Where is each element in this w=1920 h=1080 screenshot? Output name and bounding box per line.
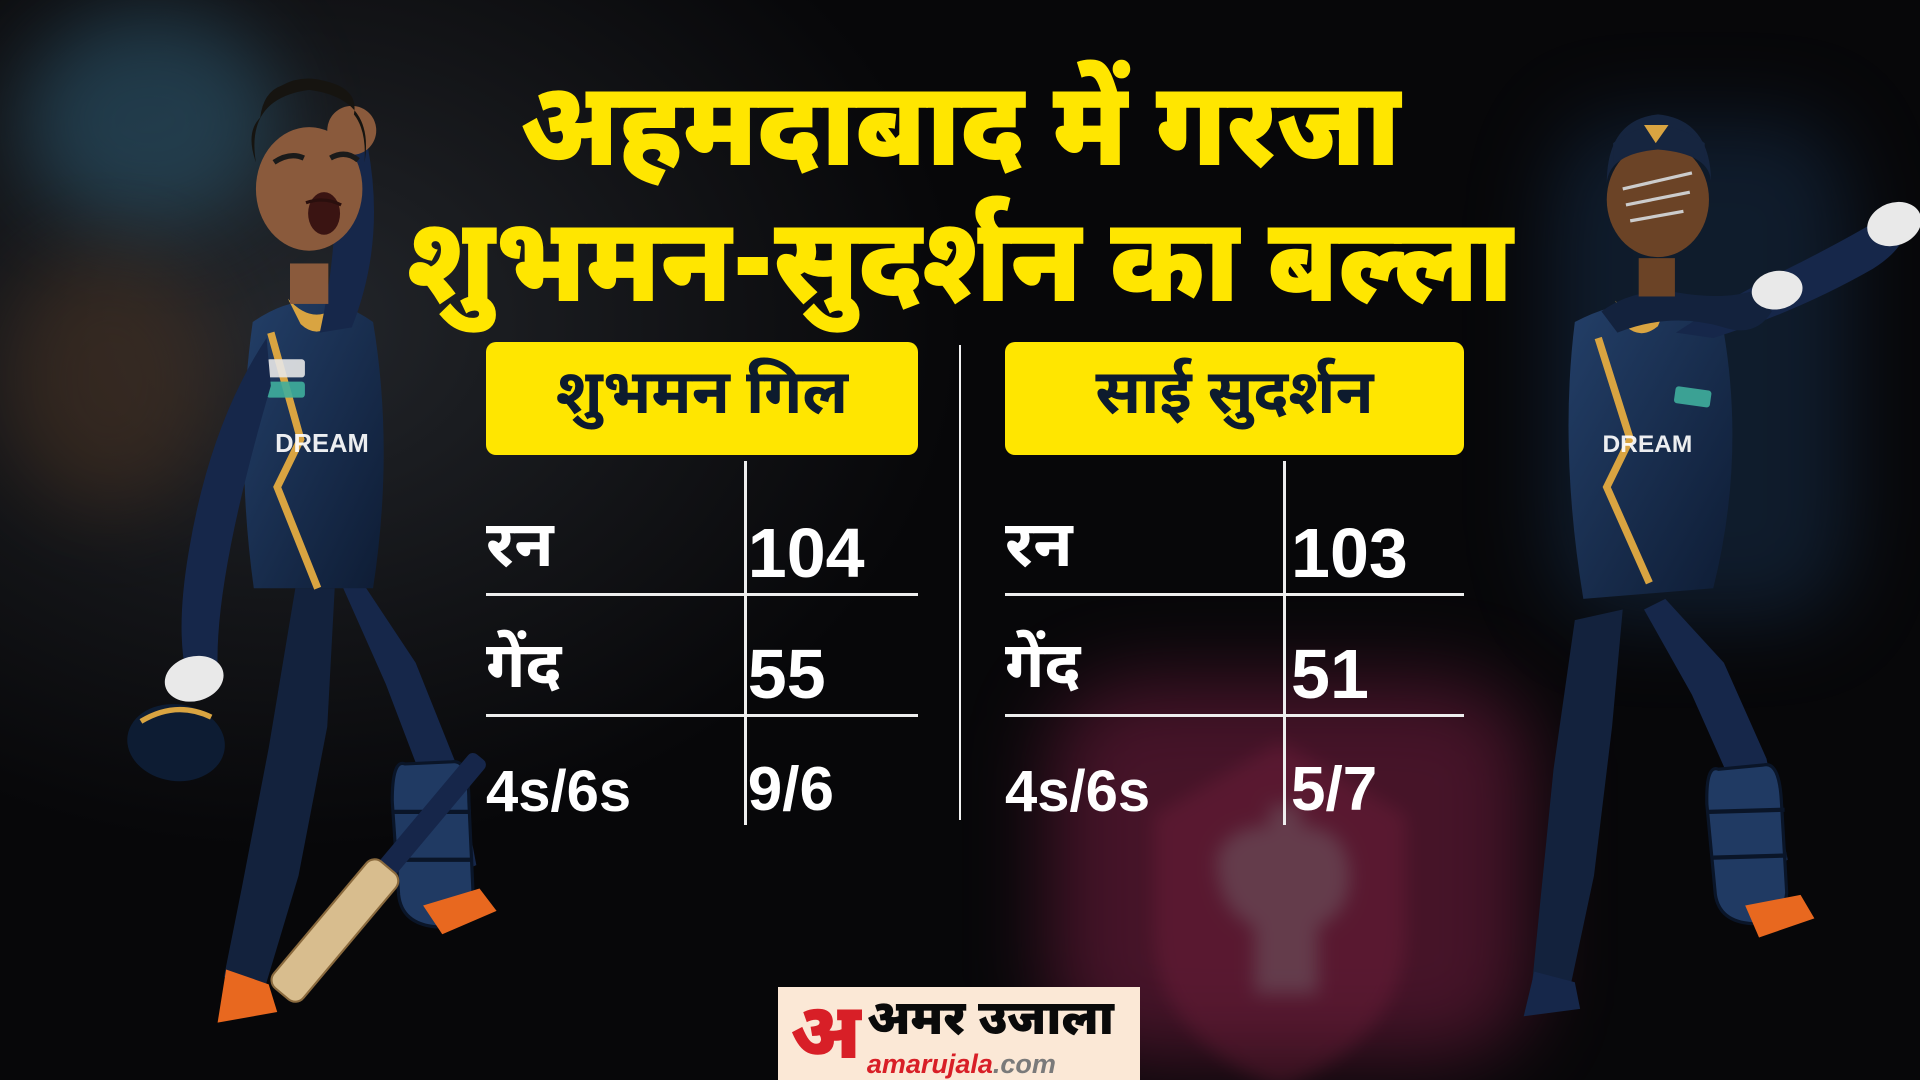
svg-text:DREAM: DREAM (1603, 431, 1693, 458)
svg-text:DREAM: DREAM (275, 430, 369, 458)
